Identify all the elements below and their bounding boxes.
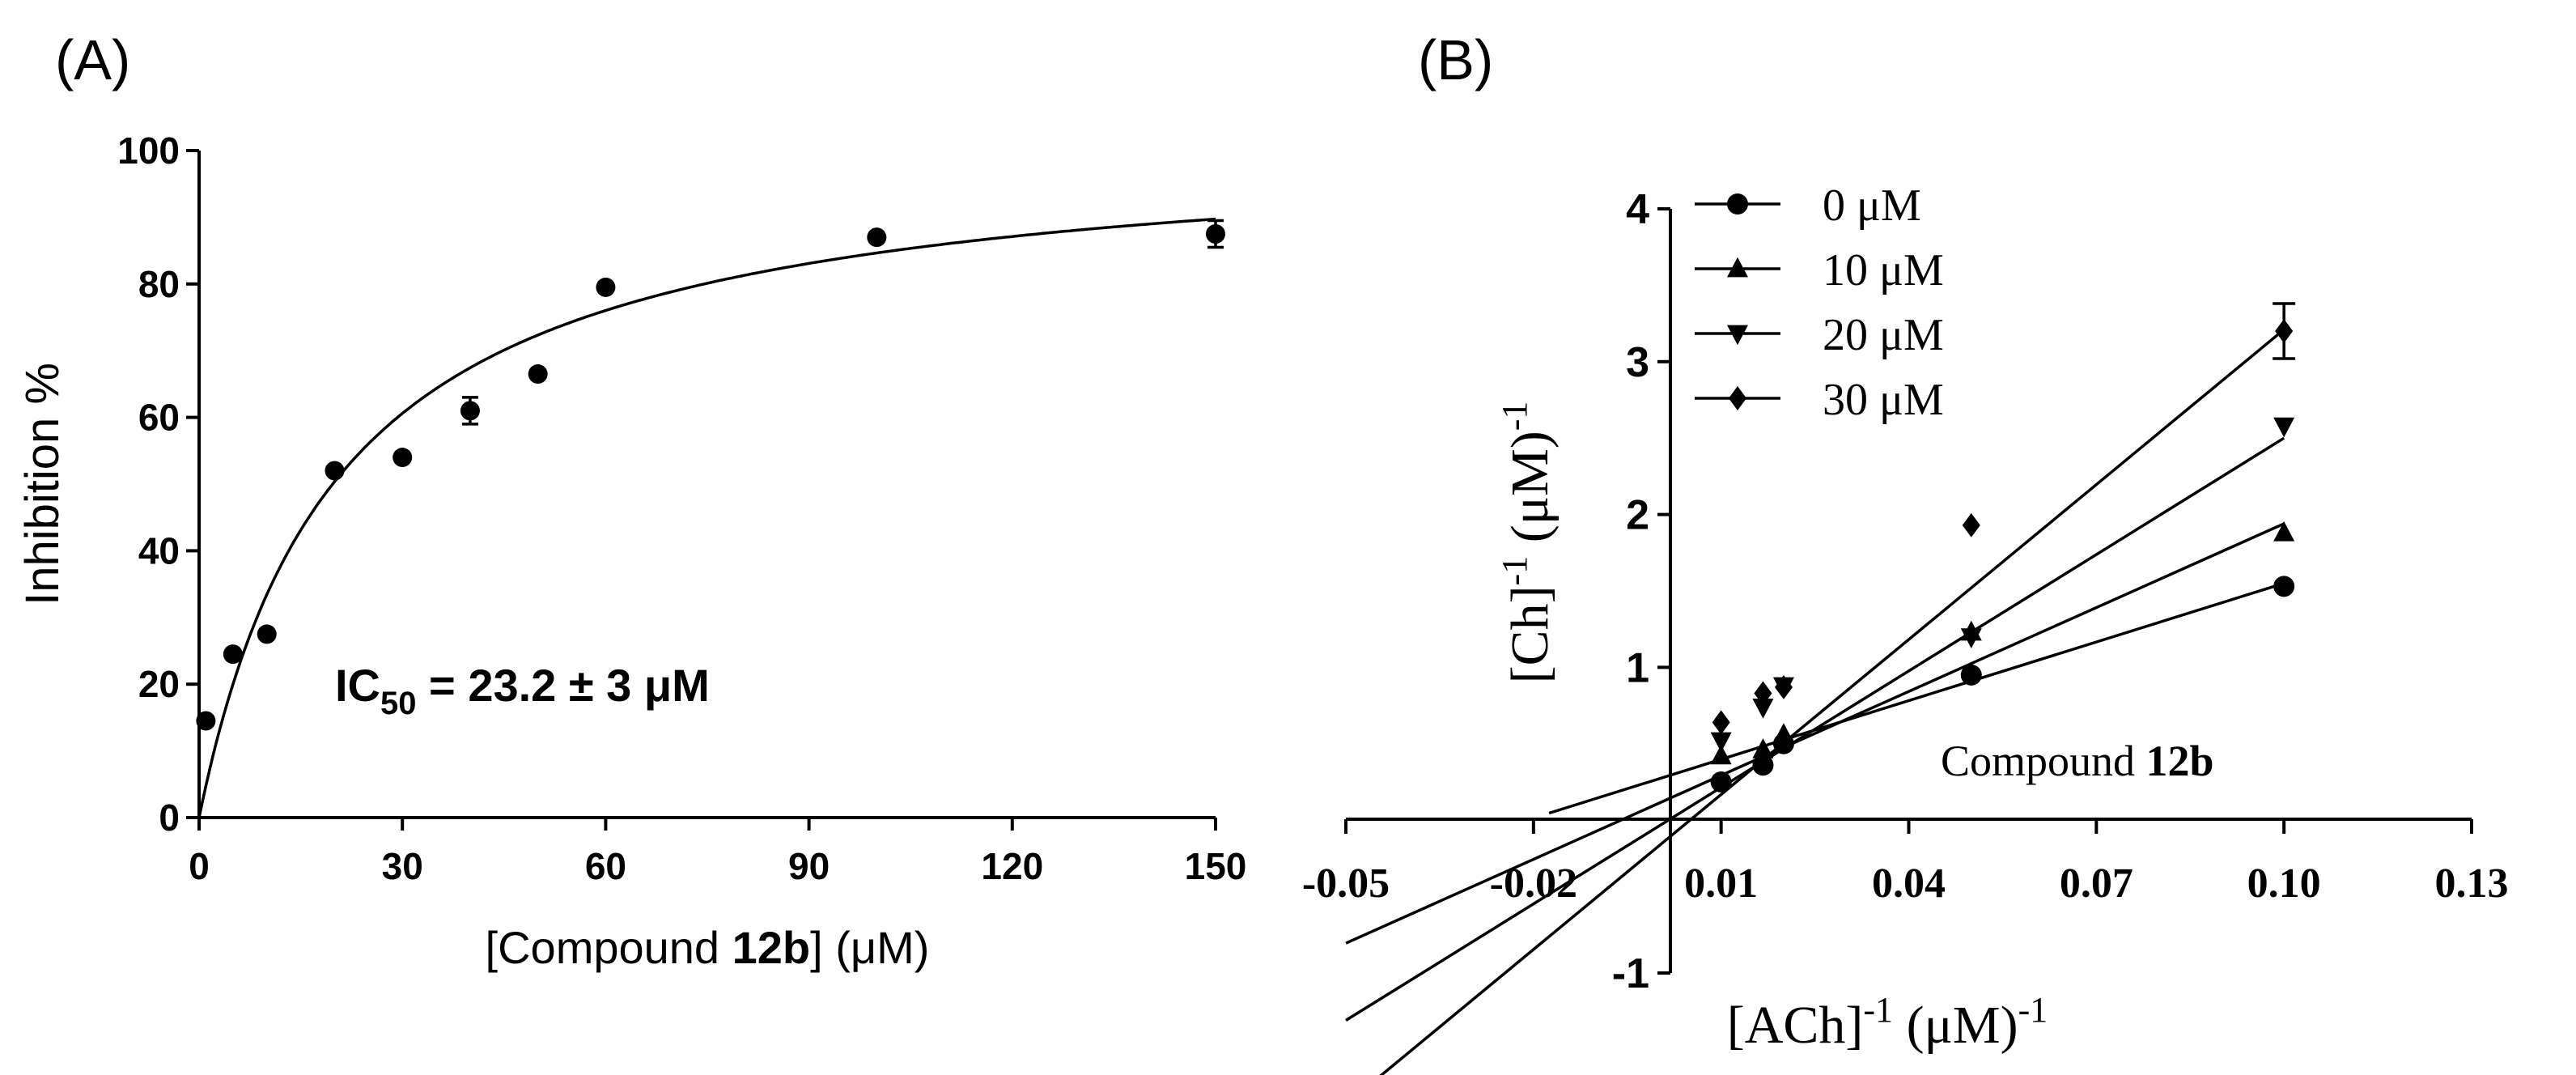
legend-label: 20 μM bbox=[1823, 310, 1944, 360]
panel-b-data-point bbox=[1710, 771, 1732, 792]
panel-a-y-tick-label: 80 bbox=[138, 263, 180, 305]
panel-b-fit-line bbox=[1379, 328, 2285, 1075]
panel-b-data-point bbox=[1960, 628, 1982, 648]
panel-a-data-point bbox=[867, 227, 887, 248]
panel-b-data-point bbox=[2273, 417, 2295, 438]
panel-b-tick-labels: -1 1 2 3 4 -0.05 -0.02 0.01 0.04 0.07 0.10 0.13 bbox=[1302, 186, 2509, 997]
panel-a-x-tick-label: 60 bbox=[585, 845, 626, 887]
panel-a-data-point bbox=[528, 364, 548, 385]
panel-a-y-tick-label: 40 bbox=[138, 529, 180, 571]
panel-a-tick-labels: 0 20 40 60 80 100 0 30 60 90 120 150 bbox=[117, 130, 1246, 887]
panel-b-legend: 0 μM 10 μM 20 μM 30 μM bbox=[1695, 181, 1944, 425]
panel-a-data-point bbox=[325, 461, 345, 481]
panel-b-y-label: [Ch]-1 (μM)-1 bbox=[1495, 402, 1560, 684]
panel-b-x-label: [ACh]-1 (μM)-1 bbox=[1727, 990, 2048, 1055]
panel-a-y-tick-label: 20 bbox=[138, 663, 180, 705]
panel-b-x-tick-label: 0.04 bbox=[1872, 860, 1946, 907]
panel-b-data-point bbox=[1962, 512, 1980, 538]
panel-b-data-point bbox=[1710, 732, 1732, 753]
panel-a-data-point bbox=[1206, 224, 1225, 244]
legend-label: 0 μM bbox=[1823, 181, 1921, 231]
panel-b-data-point bbox=[1772, 723, 1794, 743]
panel-b-fit-line bbox=[1548, 581, 2285, 815]
panel-b-x-tick-label: 0.01 bbox=[1684, 860, 1758, 907]
panel-a-y-label: Inhibition % bbox=[16, 363, 69, 605]
panel-b-x-tick-label: -0.02 bbox=[1490, 860, 1577, 907]
panel-b-data-point bbox=[1754, 681, 1772, 706]
panel-b-data-point bbox=[1960, 664, 1982, 686]
panel-b-y-tick-label: 3 bbox=[1626, 339, 1649, 386]
panel-a-x-tick-label: 0 bbox=[189, 845, 210, 887]
panel-a-y-tick-label: 0 bbox=[159, 797, 180, 839]
panel-a-fit-curve bbox=[197, 217, 1216, 818]
panel-b-x-tick-label: 0.10 bbox=[2247, 860, 2321, 907]
panel-a-label: (A) bbox=[55, 28, 130, 91]
panel-b-x-tick-label: -0.05 bbox=[1302, 860, 1390, 907]
panel-a-ticks bbox=[186, 149, 1217, 831]
panel-a-y-tick-label: 60 bbox=[138, 397, 180, 439]
panel-b-y-tick-label: 2 bbox=[1626, 492, 1649, 539]
panel-a-x-tick-label: 150 bbox=[1185, 845, 1247, 887]
panel-b-y-tick-label: -1 bbox=[1612, 950, 1649, 997]
legend-label: 30 μM bbox=[1823, 375, 1944, 425]
panel-b-data-point bbox=[1712, 710, 1730, 735]
panel-b-data-point bbox=[1752, 699, 1774, 719]
legend-marker bbox=[1727, 193, 1748, 215]
panel-a-data-point bbox=[596, 277, 616, 297]
panel-a-data-point bbox=[460, 401, 480, 421]
panel-b-data-point bbox=[1774, 674, 1793, 699]
compound-annotation: Compound 12b bbox=[1941, 737, 2214, 785]
panel-b-data-point bbox=[2273, 576, 2295, 597]
panel-b-data-point bbox=[2273, 521, 2295, 542]
panel-b-data-point bbox=[1752, 754, 1774, 776]
panel-a-x-tick-label: 90 bbox=[788, 845, 830, 887]
panel-b-x-tick-label: 0.13 bbox=[2435, 860, 2509, 907]
panel-a-data-point bbox=[223, 644, 243, 665]
panel-b-fit-lines bbox=[1345, 328, 2285, 1075]
panel-a-axes bbox=[197, 151, 1216, 819]
legend-marker bbox=[1727, 325, 1748, 346]
legend-label: 10 μM bbox=[1823, 245, 1944, 295]
panel-a-data-point bbox=[393, 448, 413, 468]
panel-b-fit-line bbox=[1345, 522, 2285, 945]
ic50-annotation: IC50 = 23.2 ± 3 μM bbox=[335, 660, 710, 721]
panel-b-data-point bbox=[1710, 744, 1732, 765]
panel-a-x-label: [Compound 12b] (μM) bbox=[486, 922, 930, 973]
panel-a-data-point bbox=[196, 711, 216, 731]
panel-b-y-tick-label: 4 bbox=[1626, 186, 1649, 233]
legend-marker bbox=[1728, 386, 1747, 410]
panel-b-y-tick-label: 1 bbox=[1626, 644, 1649, 691]
legend-marker bbox=[1727, 257, 1748, 278]
panel-b-x-tick-label: 0.07 bbox=[2060, 860, 2133, 907]
panel-b-ticks bbox=[1344, 207, 2473, 975]
panel-b-label: (B) bbox=[1418, 28, 1493, 91]
panel-a-y-tick-label: 100 bbox=[117, 130, 180, 172]
panel-a: (A) 0 20 40 60 80 100 0 30 60 90 120 150 Inhibition… bbox=[16, 28, 1246, 973]
panel-a-x-tick-label: 30 bbox=[382, 845, 423, 887]
panel-a-data-points bbox=[196, 219, 1225, 731]
panel-a-x-tick-label: 120 bbox=[981, 845, 1043, 887]
panel-b-data-point bbox=[1752, 738, 1774, 758]
panel-b-data-points bbox=[1710, 302, 2296, 792]
panel-a-data-point bbox=[257, 624, 277, 644]
panel-b-data-point bbox=[2275, 319, 2294, 343]
panel-b-fit-line bbox=[1345, 436, 2285, 1022]
panel-b: (B) -1 1 2 3 4 -0.05 -0.02 0.01 0.04 0.07 0.10 0.13… bbox=[1302, 28, 2509, 1075]
